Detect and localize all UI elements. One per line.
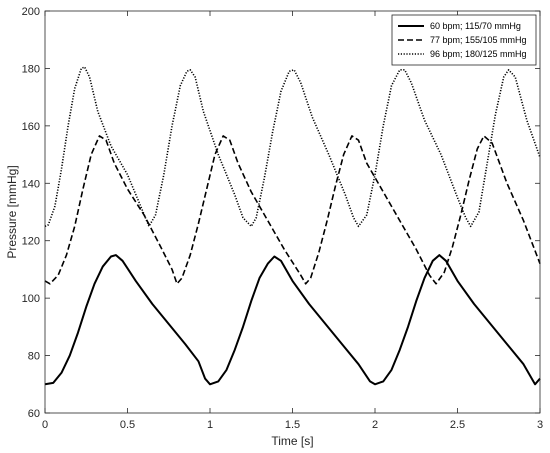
x-axis-label: Time [s] [271,434,313,448]
y-tick-label: 200 [22,6,40,18]
y-tick-label: 80 [28,351,40,363]
x-tick-label: 2.5 [450,419,465,431]
y-tick-label: 140 [22,178,40,190]
legend-label-3: 96 bpm; 180/125 mmHg [430,49,527,59]
axes-layer: 0 0.5 1 1.5 2 2.5 3 60 80 100 120 140 160 180 200 [22,6,543,431]
x-tick-label: 1.5 [285,419,300,431]
x-tick-label: 1 [207,419,213,431]
series-layer [44,66,541,386]
y-tick-label: 120 [22,236,40,248]
y-tick-label: 180 [22,63,40,75]
x-tick-label: 0.5 [120,419,135,431]
legend-label-1: 60 bpm; 115/70 mmHg [430,21,521,31]
plot-background [45,11,540,413]
plot-area [45,11,540,413]
y-axis-label: Pressure [mmHg] [5,165,19,258]
legend: 60 bpm; 115/70 mmHg 77 bpm; 155/105 mmHg 9… [391,14,537,66]
series-line-1 [44,254,541,386]
x-tick-label: 2 [372,419,378,431]
y-tick-label: 160 [22,121,40,133]
series-line-2 [44,135,541,285]
y-tick-label: 100 [22,293,40,305]
legend-label-2: 77 bpm; 155/105 mmHg [430,35,527,45]
y-tick-label: 60 [28,408,40,420]
x-tick-label: 0 [42,419,48,431]
x-tick-label: 3 [537,419,543,431]
series-line-3 [44,66,541,228]
